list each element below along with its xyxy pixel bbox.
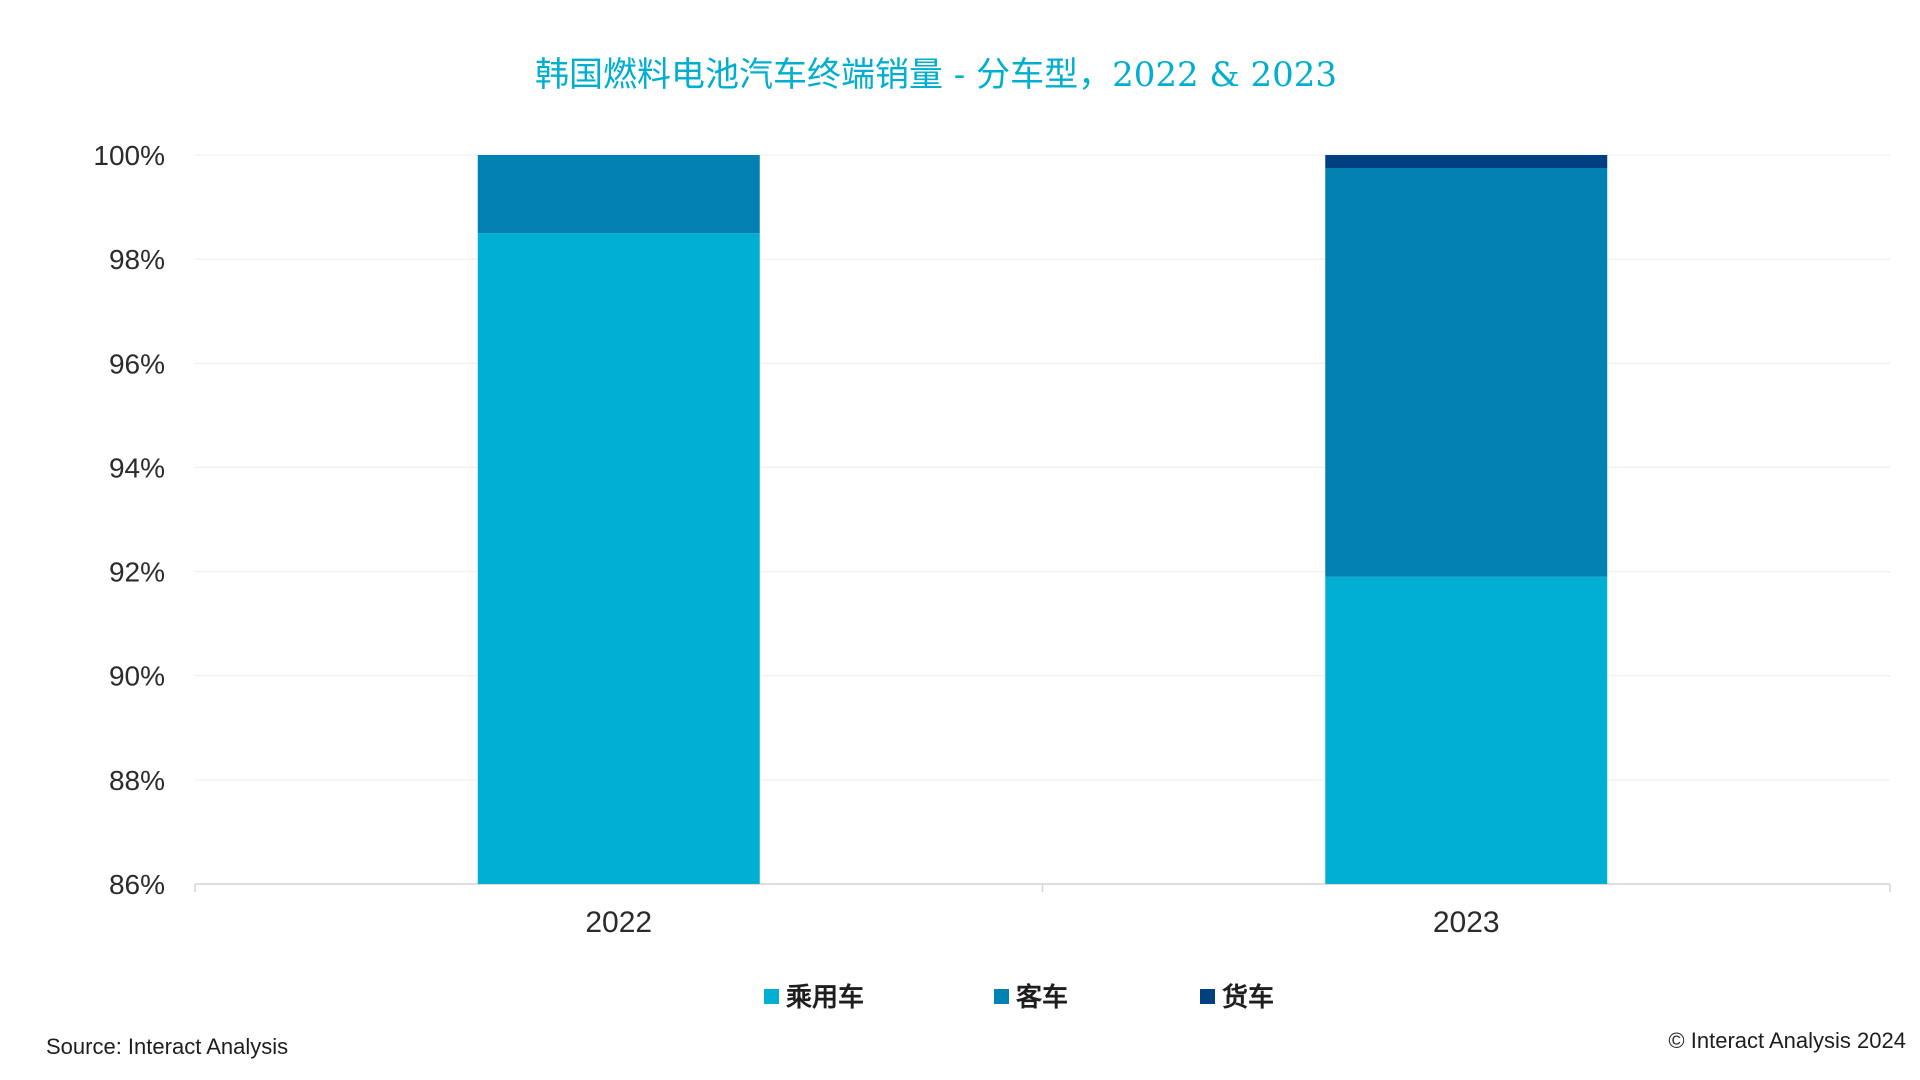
y-tick-label: 100% [93,140,165,171]
chart-title: 韩国燃料电池汽车终端销量 - 分车型，2022 & 2023 [535,55,1337,95]
y-tick-label: 94% [109,452,165,483]
legend-label: 货车 [1222,982,1274,1012]
grid-lines [194,154,1891,892]
y-tick-label: 92% [109,557,165,588]
x-axis: 2022 2023 [585,906,1499,939]
x-tick-label: 2022 [585,906,652,939]
copyright-note: © Interact Analysis 2024 [1668,1028,1906,1053]
bar-segment-客车-2023 [1325,168,1608,577]
legend-label: 乘用车 [785,982,864,1012]
legend: 乘用车 客车 货车 [764,982,1274,1012]
bar-segment-乘用车-2022 [477,233,760,884]
bar-segment-客车-2022 [477,155,760,234]
bar-segment-乘用车-2023 [1325,576,1608,884]
legend-swatch [764,989,779,1004]
legend-swatch [1200,989,1215,1004]
bar-segment-货车-2023 [1325,155,1608,169]
y-tick-label: 96% [109,348,165,379]
legend-swatch [994,989,1009,1004]
y-axis: 86% 88% 90% 92% 94% 96% 98% 100% [93,140,165,900]
y-tick-label: 88% [109,765,165,796]
y-tick-label: 90% [109,661,165,692]
bars [477,155,1608,884]
y-tick-label: 86% [109,869,165,900]
y-tick-label: 98% [109,244,165,275]
source-note: Source: Interact Analysis [46,1034,288,1059]
x-tick-label: 2023 [1433,906,1500,939]
legend-label: 客车 [1016,982,1068,1012]
